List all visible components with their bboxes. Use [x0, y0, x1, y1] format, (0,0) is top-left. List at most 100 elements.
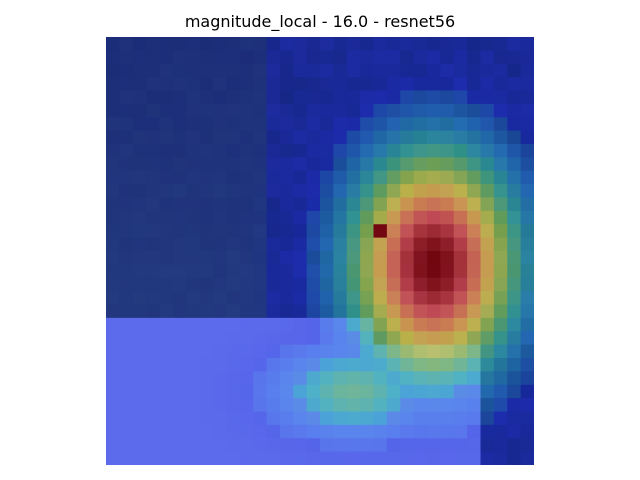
heatmap-cell — [413, 424, 428, 439]
heatmap-cell — [386, 103, 401, 118]
heatmap-cell — [493, 291, 508, 306]
heatmap-cell — [213, 197, 227, 212]
heatmap-cell — [159, 170, 174, 185]
heatmap-cell — [440, 344, 455, 359]
heatmap-cell — [400, 170, 415, 185]
heatmap-cell — [106, 144, 120, 158]
heatmap-cell — [493, 438, 508, 453]
heatmap-cell — [413, 90, 428, 105]
heatmap-cell — [520, 224, 534, 239]
heatmap-cell — [266, 344, 281, 359]
heatmap-cell — [413, 237, 428, 252]
heatmap-cell — [360, 103, 375, 118]
heatmap-cell — [373, 384, 388, 399]
heatmap-cell — [386, 384, 401, 399]
heatmap-cell — [279, 237, 294, 252]
heatmap-cell — [453, 331, 468, 346]
heatmap-cell — [507, 77, 522, 92]
heatmap-cell — [253, 157, 268, 172]
heatmap-cell — [106, 63, 120, 78]
heatmap-cell — [293, 344, 308, 359]
heatmap-cell — [360, 130, 375, 145]
heatmap-cell — [159, 224, 174, 239]
heatmap-cell — [453, 411, 468, 426]
heatmap-cell — [266, 50, 281, 65]
heatmap-cell — [186, 277, 201, 292]
heatmap-cell — [320, 77, 334, 92]
heatmap-cell — [159, 37, 174, 51]
heatmap-cell — [199, 317, 214, 332]
heatmap-cell — [413, 277, 428, 292]
heatmap-cell — [346, 157, 361, 172]
heatmap-cell — [373, 117, 388, 132]
heatmap-cell — [146, 184, 161, 199]
heatmap-cell — [386, 170, 401, 185]
heatmap-cell — [373, 170, 388, 185]
heatmap-cell — [132, 103, 147, 118]
heatmap-cell — [172, 197, 187, 212]
heatmap-cell — [213, 157, 227, 172]
heatmap-cell — [226, 371, 241, 386]
heatmap-cell — [132, 237, 147, 252]
heatmap-cell — [413, 144, 428, 158]
heatmap-cell — [373, 317, 388, 332]
heatmap-cell — [106, 424, 120, 439]
heatmap-cell — [333, 438, 348, 453]
heatmap-cell — [413, 371, 428, 386]
heatmap-cell — [266, 371, 281, 386]
heatmap-cell — [493, 117, 508, 132]
heatmap-cell — [239, 291, 254, 306]
heatmap-cell — [226, 251, 241, 265]
heatmap-cell — [520, 117, 534, 132]
heatmap-cell — [320, 210, 334, 225]
heatmap-cell — [520, 291, 534, 306]
heatmap-cell — [480, 264, 495, 279]
heatmap-cell — [413, 411, 428, 426]
heatmap-cell — [440, 170, 455, 185]
heatmap-cell — [320, 63, 334, 78]
heatmap-cell — [132, 117, 147, 132]
heatmap-cell — [119, 237, 134, 252]
heatmap-cell — [119, 157, 134, 172]
heatmap-cell — [440, 411, 455, 426]
heatmap-cell — [106, 398, 120, 413]
heatmap-cell — [453, 317, 468, 332]
heatmap-cell — [520, 237, 534, 252]
heatmap-cell — [440, 304, 455, 319]
heatmap-cell — [480, 37, 495, 51]
heatmap-cell — [427, 384, 441, 399]
heatmap-cell — [146, 384, 161, 399]
heatmap-cell — [400, 424, 415, 439]
heatmap-cell — [159, 237, 174, 252]
heatmap-cell — [226, 197, 241, 212]
heatmap-cell — [306, 451, 321, 465]
heatmap-cell — [186, 157, 201, 172]
heatmap-cell — [213, 63, 227, 78]
heatmap-cell — [386, 184, 401, 199]
heatmap-cell — [386, 317, 401, 332]
heatmap-cell — [507, 344, 522, 359]
heatmap-cell — [106, 317, 120, 332]
heatmap-cell — [427, 451, 441, 465]
heatmap-cell — [106, 384, 120, 399]
heatmap-cell — [279, 398, 294, 413]
heatmap-cell — [266, 157, 281, 172]
heatmap-cell — [106, 130, 120, 145]
heatmap-cell — [520, 37, 534, 51]
heatmap-cell — [507, 411, 522, 426]
heatmap-cell — [293, 224, 308, 239]
heatmap-cell — [333, 50, 348, 65]
heatmap-cell — [360, 117, 375, 132]
heatmap-cell — [346, 358, 361, 372]
heatmap-cell — [253, 451, 268, 465]
heatmap-cell — [199, 411, 214, 426]
heatmap-cell — [520, 210, 534, 225]
heatmap-cell — [320, 424, 334, 439]
heatmap-cell — [186, 210, 201, 225]
heatmap-cell — [172, 277, 187, 292]
heatmap-cell — [293, 63, 308, 78]
heatmap-cell — [333, 264, 348, 279]
heatmap-cell — [119, 411, 134, 426]
heatmap-cell — [293, 291, 308, 306]
heatmap-cell — [293, 371, 308, 386]
